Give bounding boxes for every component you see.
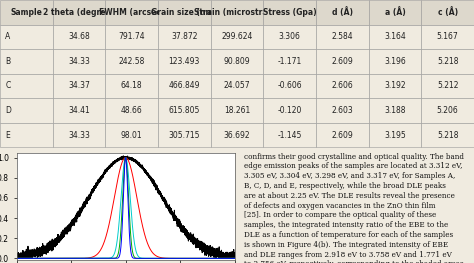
Text: confirms their good crystalline and optical quality. The band
edge emission peak: confirms their good crystalline and opti… (244, 153, 464, 263)
